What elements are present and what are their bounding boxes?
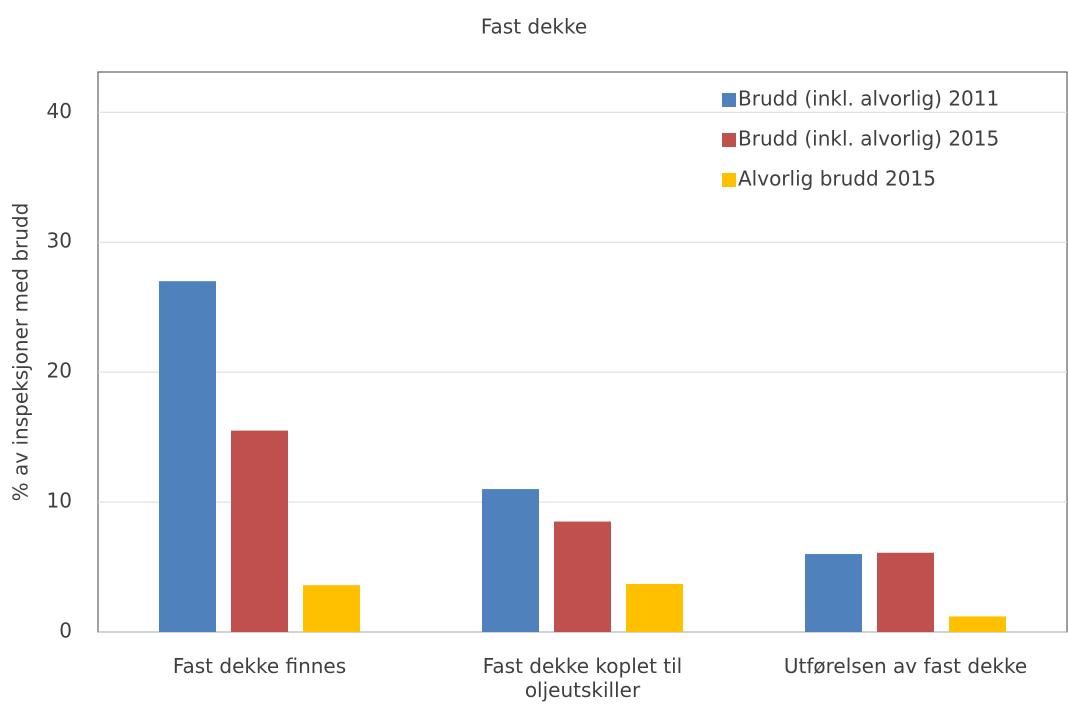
y-tick-label: 0 bbox=[59, 619, 72, 643]
bar bbox=[554, 521, 611, 632]
bar bbox=[626, 583, 683, 632]
legend-label: Brudd (inkl. alvorlig) 2011 bbox=[738, 87, 999, 111]
bar bbox=[877, 552, 934, 632]
y-tick-label: 30 bbox=[47, 229, 72, 253]
x-tick-label: Fast dekke finnes bbox=[172, 654, 347, 678]
y-tick-label: 20 bbox=[47, 359, 72, 383]
y-tick-label: 40 bbox=[47, 99, 72, 123]
legend-swatch bbox=[722, 93, 736, 107]
y-axis-label: % av inspeksjoner med brudd bbox=[9, 203, 33, 502]
bar bbox=[303, 585, 360, 632]
bar bbox=[805, 554, 862, 632]
legend-swatch bbox=[722, 173, 736, 187]
legend-label: Brudd (inkl. alvorlig) 2015 bbox=[738, 127, 999, 151]
bar bbox=[482, 489, 539, 632]
x-tick-label: Utførelsen av fast dekke bbox=[783, 654, 1028, 678]
chart-title: Fast dekke bbox=[481, 15, 587, 39]
bar bbox=[159, 281, 216, 632]
legend-label: Alvorlig brudd 2015 bbox=[738, 167, 936, 191]
bar bbox=[949, 616, 1006, 632]
bar bbox=[231, 430, 288, 632]
y-tick-label: 10 bbox=[47, 489, 72, 513]
x-tick-label: Fast dekke koplet til oljeutskiller bbox=[482, 654, 683, 702]
legend-swatch bbox=[722, 133, 736, 147]
